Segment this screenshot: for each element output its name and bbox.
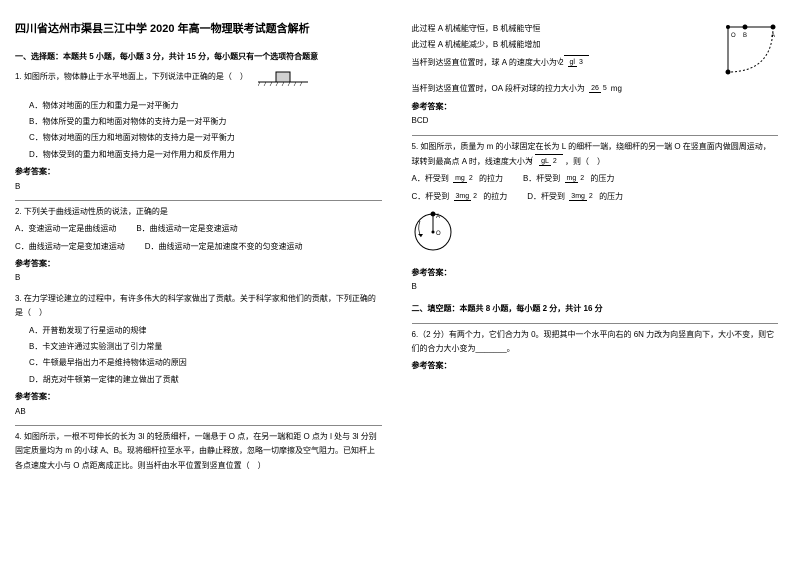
q5-ans: B [412,280,779,294]
q1-optD: D．物体受到的重力和地面支持力是一对作用力和反作用力 [29,148,382,162]
left-page: 四川省达州市渠县三江中学 2020 年高一物理联考试题含解析 一、选择题：本题共… [0,0,397,561]
section1-header: 一、选择题：本题共 5 小题，每小题 3 分，共计 15 分，每小题只有一个选项… [15,50,382,64]
right-page: O B A 此过程 A 机械能守恒，B 机械能守恒 此过程 A 机械能减少，B … [397,0,793,561]
q2-optA: A．变速运动一定是曲线运动 [15,222,116,236]
q3-optA: A．开普勒发现了行星运动的规律 [29,324,382,338]
section2-header: 二、填空题：本题共 8 小题，每小题 2 分，共计 16 分 [412,302,779,316]
q4-ans-label: 参考答案： [412,100,779,114]
svg-text:B: B [743,33,747,39]
q6-ans-label: 参考答案： [412,359,779,373]
q5-optA: A．杆受到 mg2 的拉力 [412,172,503,186]
svg-text:O: O [436,231,441,237]
q5-optB: B．杆受到 mg2 的压力 [523,172,614,186]
q2-optD: D．曲线运动一定是加速度不变的匀变速运动 [145,240,303,254]
sqrt-gl3: gl3 [564,55,589,70]
q3-ans-label: 参考答案： [15,390,382,404]
q5-row2: C．杆受到 3mg2 的拉力 D．杆受到 3mg2 的压力 [412,190,779,204]
q2-stem: 2. 下列关于曲线运动性质的说法，正确的是 [15,205,382,219]
q4-rD-pre: 当杆到达竖直位置时，OA 段杆对球的拉力大小为 [412,84,585,93]
q3-optC: C．牛顿最早指出力不是维持物体运动的原因 [29,356,382,370]
divider [412,135,779,136]
q4-ans: BCD [412,114,779,128]
q1-optB: B．物体所受的重力和地面对物体的支持力是一对平衡力 [29,115,382,129]
q1-ans-label: 参考答案： [15,165,382,179]
question-6: 6.（2 分）有两个力，它们合力为 0。现把其中一个水平向右的 6N 力改为向竖… [412,328,779,374]
exam-title: 四川省达州市渠县三江中学 2020 年高一物理联考试题含解析 [15,20,382,40]
q3-stem: 3. 在力学理论建立的过程中，有许多伟大的科学家做出了贡献。关于科学家和他们的贡… [15,292,382,321]
question-4: 4. 如图所示，一根不可伸长的长为 3l 的轻质细杆，一端悬于 O 点，在另一端… [15,430,382,473]
question-3: 3. 在力学理论建立的过程中，有许多伟大的科学家做出了贡献。关于科学家和他们的贡… [15,292,382,419]
q5-stem: 5. 如图所示，质量为 m 的小球固定在长为 L 的细杆一端，绕细杆的另一端 O… [412,140,779,170]
q1-optA: A．物体对地面的压力和重力是一对平衡力 [29,99,382,113]
q6-stem: 6.（2 分）有两个力，它们合力为 0。现把其中一个水平向右的 6N 力改为向竖… [412,328,779,357]
question-1: 1. 如图所示，物体静止于水平地面上，下列说法中正确的是（ ） A．物体对地面的… [15,70,382,194]
q2-ans: B [15,271,382,285]
q1-stem-text: 1. 如图所示，物体静止于水平地面上，下列说法中正确的是（ ） [15,72,248,81]
q4-continued: O B A 此过程 A 机械能守恒，B 机械能守恒 此过程 A 机械能减少，B … [412,22,779,129]
svg-text:A: A [436,214,440,220]
q1-ans: B [15,180,382,194]
q1-diagram [258,70,308,95]
frac-26mg5: 265 [589,85,609,93]
q4-rC-pre: 当杆到达竖直位置时，球 A 的速度大小为 [412,58,557,67]
svg-text:A: A [771,33,775,39]
q3-ans: AB [15,405,382,419]
q2-ans-label: 参考答案： [15,257,382,271]
q5-stem-post: ，则（ ） [565,157,605,166]
svg-text:O: O [731,33,736,39]
q3-optB: B．卡文迪许通过实验测出了引力常量 [29,340,382,354]
sqrt-gl2: gL2 [535,154,563,169]
divider [412,323,779,324]
q4-stem: 4. 如图所示，一根不可伸长的长为 3l 的轻质细杆，一端悬于 O 点，在另一端… [15,430,382,473]
q5-optC: C．杆受到 3mg2 的拉力 [412,190,508,204]
q5-optD: D．杆受到 3mg2 的压力 [527,190,623,204]
q4-rD: 当杆到达竖直位置时，OA 段杆对球的拉力大小为 265mg [412,82,779,96]
q1-stem: 1. 如图所示，物体静止于水平地面上，下列说法中正确的是（ ） [15,70,382,95]
question-5: 5. 如图所示，质量为 m 的小球固定在长为 L 的细杆一端，绕细杆的另一端 O… [412,140,779,295]
q5-ans-label: 参考答案： [412,266,779,280]
q2-optC: C．曲线运动一定是变加速运动 [15,240,125,254]
q4-diagram: O B A [723,22,778,82]
divider [15,425,382,426]
q5-diagram: O A [412,211,454,258]
q3-optD: D．胡克对牛顿第一定律的建立做出了贡献 [29,373,382,387]
q2-optB: B．曲线运动一定是变速运动 [136,222,237,236]
question-2: 2. 下列关于曲线运动性质的说法，正确的是 A．变速运动一定是曲线运动 B．曲线… [15,205,382,286]
q1-optC: C．物体对地面的压力和地面对物体的支持力是一对平衡力 [29,131,382,145]
q5-row1: A．杆受到 mg2 的拉力 B．杆受到 mg2 的压力 [412,172,779,186]
divider [15,200,382,201]
